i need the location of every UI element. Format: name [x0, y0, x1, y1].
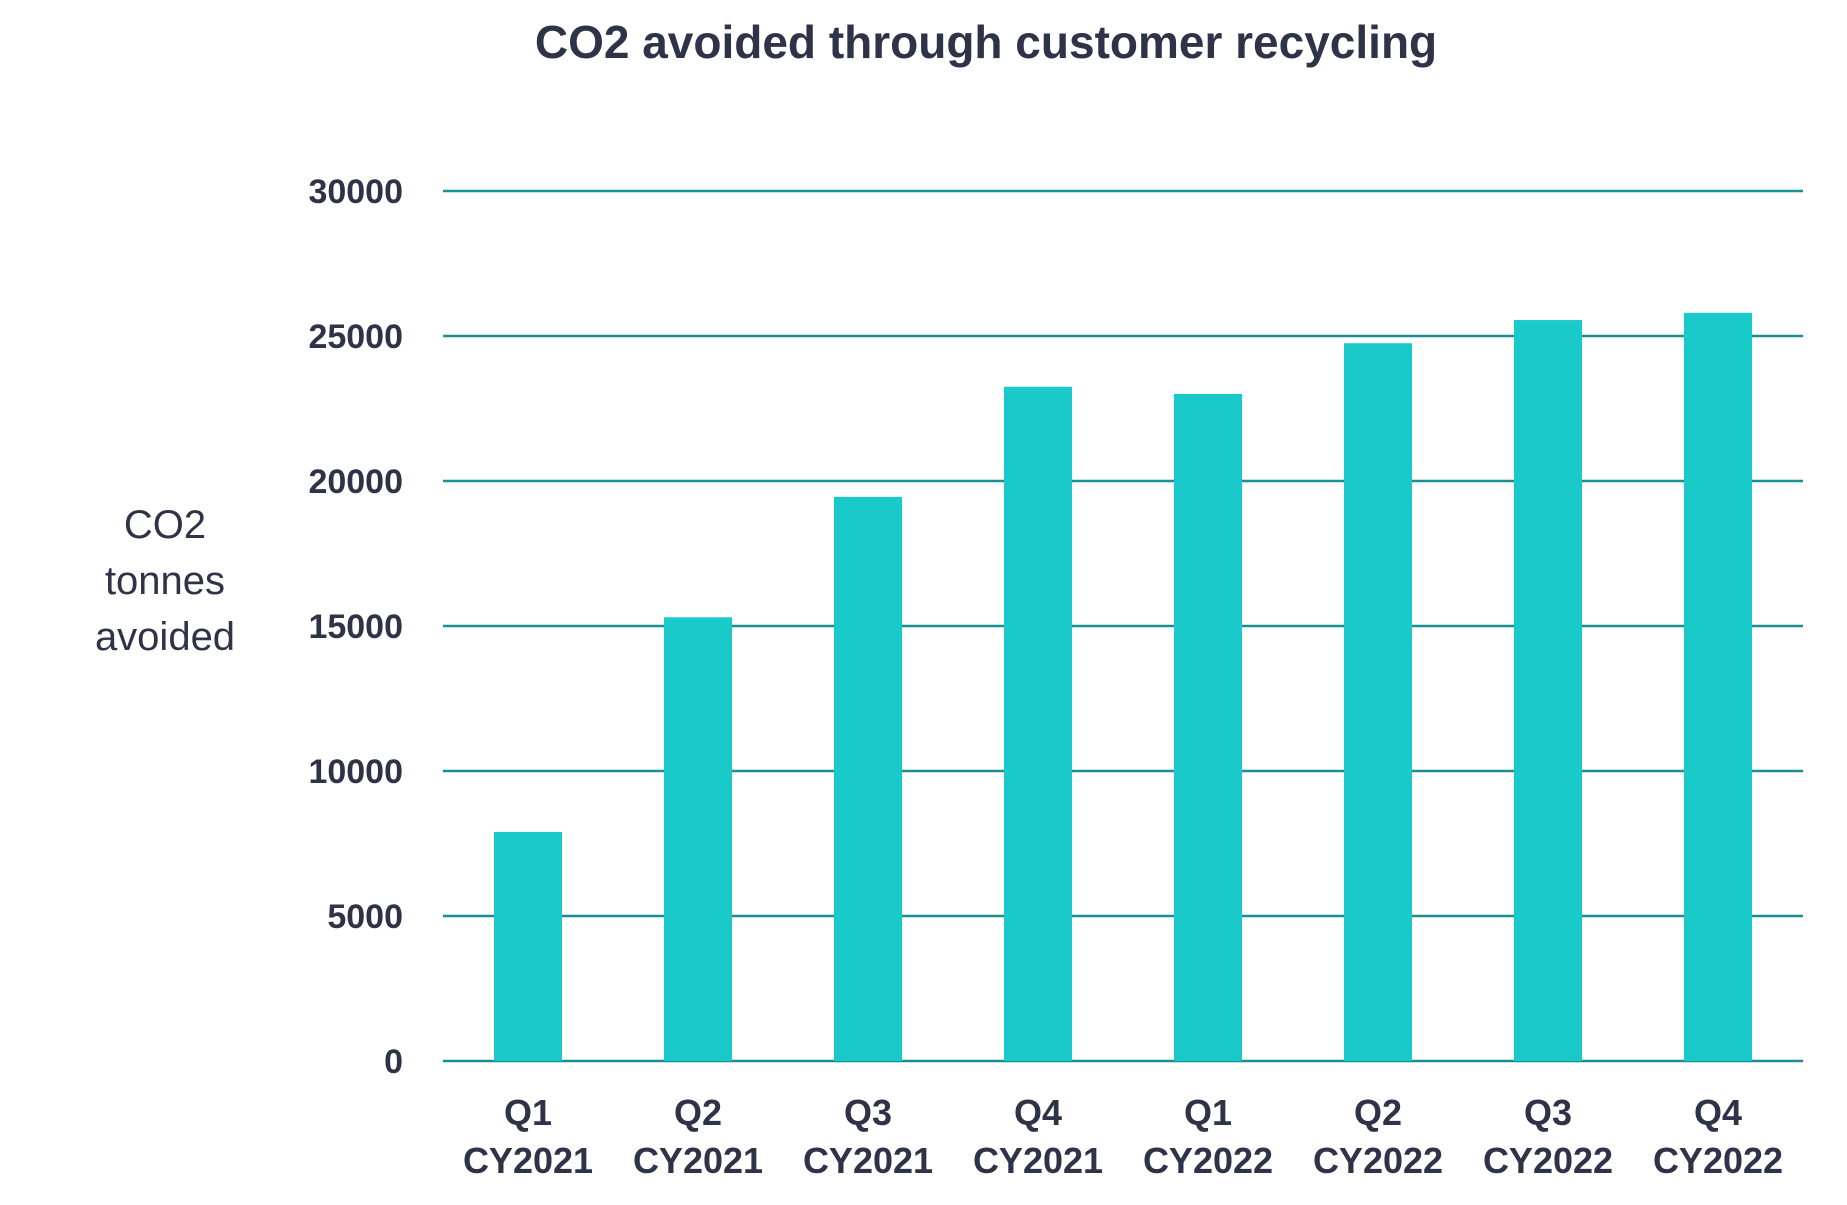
bar-3 [834, 496, 902, 1061]
bar-7 [1514, 320, 1582, 1061]
y-tick-label: 10000 [308, 753, 403, 791]
bar-6 [1344, 343, 1412, 1061]
x-tick-label: Q1 CY2022 [1143, 1092, 1273, 1181]
y-tick-label: 0 [384, 1043, 403, 1081]
y-tick-labels: 0 5000 10000 15000 20000 25000 30000 [308, 173, 403, 1081]
y-tick-label: 15000 [308, 608, 403, 646]
x-tick-label: Q4 CY2022 [1653, 1092, 1783, 1181]
bar-1 [494, 831, 562, 1061]
x-tick-label: Q3 CY2021 [803, 1092, 933, 1181]
gridlines [443, 189, 1803, 1063]
bar-4 [1004, 386, 1072, 1061]
bar-2 [664, 617, 732, 1061]
y-tick-label: 25000 [308, 318, 403, 356]
x-tick-label: Q3 CY2022 [1483, 1092, 1613, 1181]
y-tick-label: 30000 [308, 173, 403, 211]
bar-5 [1174, 394, 1242, 1061]
x-tick-label: Q1 CY2021 [463, 1092, 593, 1181]
bar-8 [1684, 312, 1752, 1061]
y-tick-label: 5000 [327, 898, 403, 936]
x-tick-labels: Q1 CY2021 Q2 CY2021 Q3 CY2021 Q4 CY2021 Q1 CY2022… [463, 1092, 1783, 1181]
y-tick-label: 20000 [308, 463, 403, 501]
x-tick-label: Q2 CY2022 [1313, 1092, 1443, 1181]
y-axis-label: CO2 tonnes avoided [95, 503, 235, 659]
x-tick-label: Q4 CY2021 [973, 1092, 1103, 1181]
x-tick-label: Q2 CY2021 [633, 1092, 763, 1181]
bars [494, 312, 1752, 1061]
chart-title: CO2 avoided through customer recycling [535, 16, 1437, 68]
